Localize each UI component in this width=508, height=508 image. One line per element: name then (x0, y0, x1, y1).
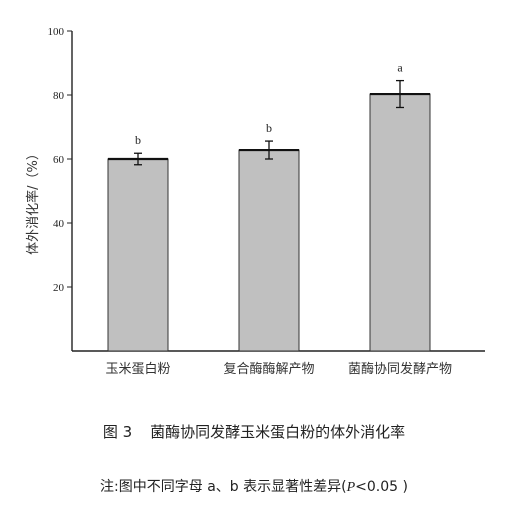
significance-label: b (135, 133, 141, 147)
bar (369, 93, 431, 352)
y-tick-label: 60 (53, 154, 65, 166)
figure-note: 注:图中不同字母 a、b 表示显著性差异(P<0.05 ) (0, 476, 508, 496)
category-label: 复合酶酶解产物 (223, 361, 314, 377)
bar (238, 149, 300, 352)
category-label: 菌酶协同发酵产物 (348, 361, 452, 377)
y-tick-label: 20 (53, 282, 65, 294)
y-tick-label: 40 (53, 218, 65, 230)
y-axis-title-group: 体外消化率/（%） (25, 147, 41, 255)
category-labels: 玉米蛋白粉 复合酶酶解产物 菌酶协同发酵产物 (105, 361, 452, 377)
note-suffix: <0.05 ) (355, 479, 408, 495)
y-axis-title: 体外消化率/（%） (25, 147, 41, 255)
figure-caption: 图 3 菌酶协同发酵玉米蛋白粉的体外消化率 (0, 421, 508, 442)
bar-chart: 体外消化率/（%） 20 40 60 80 100 b b a 玉米蛋白粉 复合酶酶解产物 菌酶… (25, 26, 485, 377)
figure-number: 图 3 (102, 423, 133, 441)
y-tick-label: 100 (48, 26, 65, 38)
category-label: 玉米蛋白粉 (105, 361, 170, 377)
note-prefix: 注:图中不同字母 a、b 表示显著性差异( (100, 479, 347, 495)
note-p-symbol: P (346, 480, 356, 495)
y-tick-label: 80 (53, 90, 65, 102)
figure-title: 菌酶协同发酵玉米蛋白粉的体外消化率 (150, 423, 406, 441)
bar (107, 158, 169, 352)
significance-label: b (266, 121, 272, 135)
bars: b b a (107, 61, 431, 352)
significance-label: a (397, 61, 403, 75)
